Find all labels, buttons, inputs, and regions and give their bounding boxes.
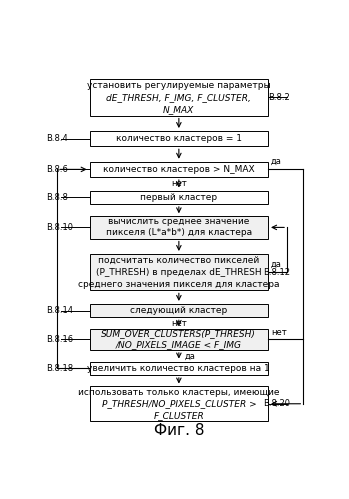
Text: среднего значения пикселя для кластера: среднего значения пикселя для кластера — [78, 280, 280, 289]
Text: увеличить количество кластеров на 1: увеличить количество кластеров на 1 — [88, 364, 270, 373]
FancyBboxPatch shape — [90, 361, 268, 375]
Text: следующий кластер: следующий кластер — [130, 306, 228, 315]
Text: первый кластер: первый кластер — [140, 193, 217, 202]
Text: В.8.4: В.8.4 — [46, 134, 68, 143]
FancyBboxPatch shape — [90, 162, 268, 177]
Text: нет: нет — [171, 179, 187, 188]
Text: нет: нет — [171, 319, 187, 328]
FancyBboxPatch shape — [90, 387, 268, 421]
FancyBboxPatch shape — [90, 191, 268, 204]
Text: В.8.20: В.8.20 — [263, 399, 290, 408]
Text: P_THRESH/NO_PIXELS_CLUSTER >: P_THRESH/NO_PIXELS_CLUSTER > — [102, 399, 256, 408]
Text: нет: нет — [271, 328, 287, 337]
Text: установить регулируемые параметры: установить регулируемые параметры — [87, 81, 271, 90]
FancyBboxPatch shape — [90, 79, 268, 116]
FancyBboxPatch shape — [90, 254, 268, 290]
Text: (P_THRESH) в пределах dE_THRESH: (P_THRESH) в пределах dE_THRESH — [96, 267, 262, 276]
Text: В.8.8: В.8.8 — [46, 193, 68, 202]
Text: dE_THRESH, F_IMG, F_CLUSTER,: dE_THRESH, F_IMG, F_CLUSTER, — [106, 93, 251, 102]
Text: В.8.14: В.8.14 — [46, 306, 73, 315]
FancyBboxPatch shape — [90, 131, 268, 146]
Text: F_CLUSTER: F_CLUSTER — [154, 411, 204, 420]
Text: В.8.10: В.8.10 — [46, 223, 73, 232]
Text: /NO_PIXELS_IMAGE < F_IMG: /NO_PIXELS_IMAGE < F_IMG — [116, 340, 242, 349]
Text: Фиг. 8: Фиг. 8 — [154, 423, 204, 438]
Text: В.8.16: В.8.16 — [46, 335, 73, 344]
Text: использовать только кластеры, имеющие: использовать только кластеры, имеющие — [78, 388, 280, 397]
Text: да: да — [271, 157, 282, 166]
Text: В.8.12: В.8.12 — [263, 267, 290, 276]
FancyBboxPatch shape — [90, 329, 268, 350]
Text: количество кластеров = 1: количество кластеров = 1 — [116, 134, 242, 143]
Text: В.8.6: В.8.6 — [46, 165, 68, 174]
Text: количество кластеров > N_MAX: количество кластеров > N_MAX — [103, 165, 255, 174]
Text: да: да — [271, 260, 282, 269]
Text: N_MAX: N_MAX — [163, 105, 194, 114]
FancyBboxPatch shape — [90, 304, 268, 317]
Text: В.8.18: В.8.18 — [46, 364, 73, 373]
Text: SUM_OVER_CLUSTERS(P_THRESH): SUM_OVER_CLUSTERS(P_THRESH) — [102, 330, 256, 339]
Text: подсчитать количество пикселей: подсчитать количество пикселей — [98, 255, 260, 264]
Text: вычислить среднее значение: вычислить среднее значение — [108, 218, 250, 227]
FancyBboxPatch shape — [90, 216, 268, 239]
Text: В.8.2: В.8.2 — [268, 93, 290, 102]
Text: да: да — [184, 351, 195, 360]
Text: пикселя (L*a*b*) для кластера: пикселя (L*a*b*) для кластера — [106, 229, 252, 238]
